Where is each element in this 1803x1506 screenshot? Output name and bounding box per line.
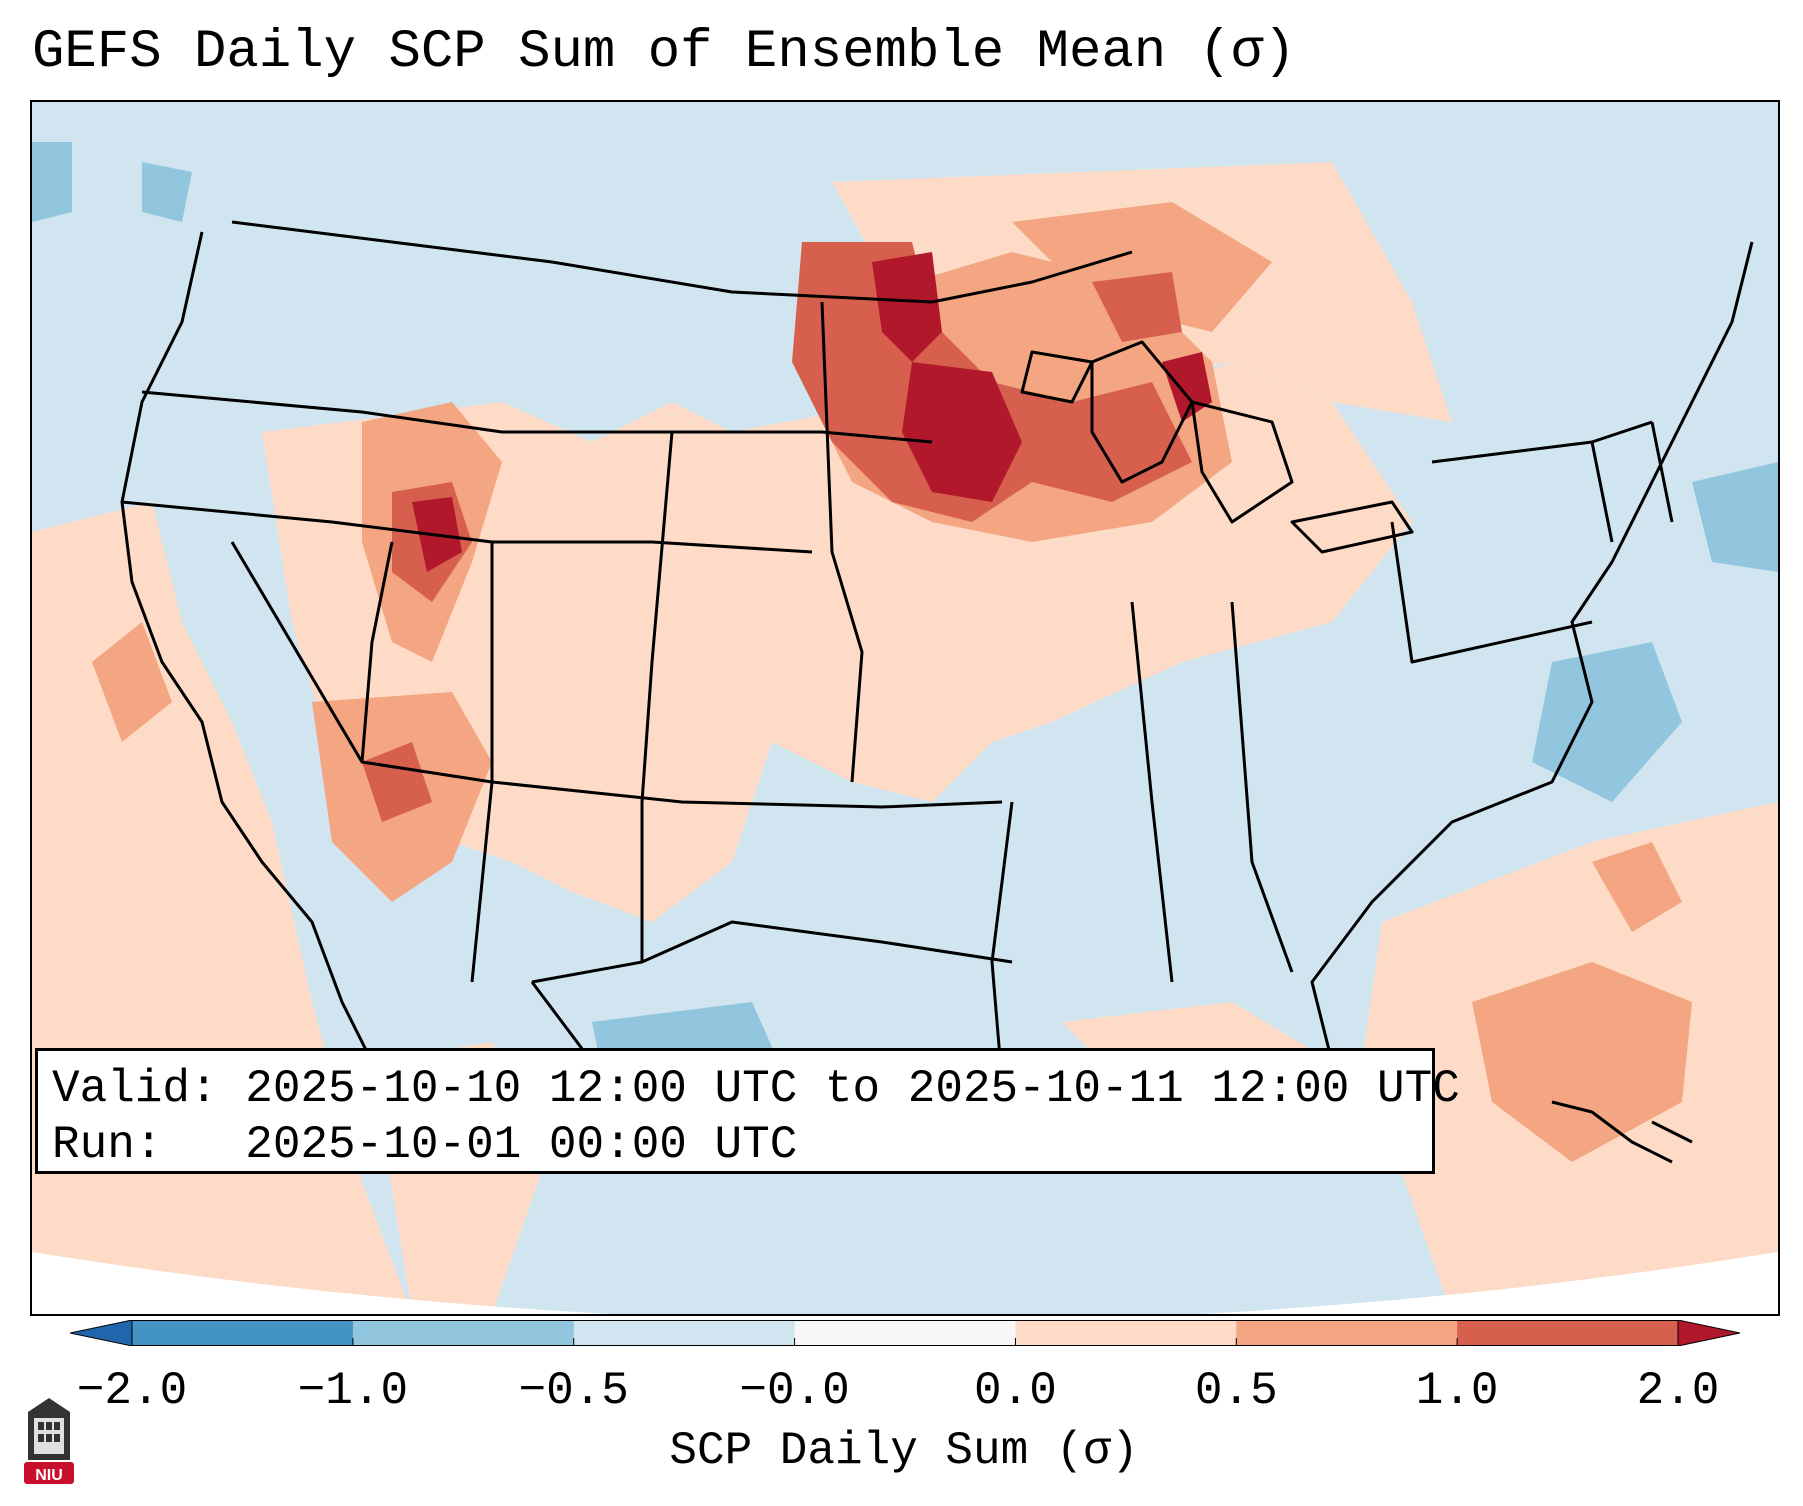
colorbar-extend-low [69, 1319, 133, 1347]
colorbar-tick-label: 0.0 [974, 1365, 1057, 1417]
colorbar-tick-label: −2.0 [76, 1365, 188, 1417]
colorbar-tick-label: 2.0 [1636, 1365, 1720, 1417]
colorbar-outline [131, 1320, 1679, 1346]
colorbar-bin [1457, 1320, 1679, 1346]
colorbar-bin [132, 1320, 354, 1346]
niu-logo: NIU [20, 1392, 78, 1488]
colorbar-bin [352, 1320, 575, 1346]
colorbar-tick-label: −0.0 [739, 1365, 850, 1417]
colorbar-tick-label: 0.5 [1194, 1365, 1278, 1417]
colorbar-svg [69, 1319, 1741, 1347]
logo-text: NIU [35, 1467, 63, 1484]
colorbar-tick-label: 1.0 [1415, 1365, 1499, 1417]
colorbar-tick-label: −0.5 [518, 1365, 629, 1417]
colorbar-extend-high [1677, 1319, 1741, 1347]
run-time-text: Run: 2025-10-01 00:00 UTC [52, 1119, 798, 1171]
valid-time-text: Valid: 2025-10-10 12:00 UTC to 2025-10-1… [52, 1063, 1460, 1115]
colorbar-tick-label: −1.0 [297, 1365, 409, 1417]
colorbar-bin [1015, 1320, 1237, 1346]
colorbar [69, 1319, 1741, 1347]
boundaries [120, 220, 1754, 1164]
colorbar-bin [794, 1320, 1016, 1346]
colorbar-label: SCP Daily Sum (σ) [669, 1425, 1139, 1477]
projection-edge [32, 1252, 1778, 1314]
extreme-positive-areas [412, 252, 1212, 572]
chart-title: GEFS Daily SCP Sum of Ensemble Mean (σ) [32, 22, 1296, 83]
university-tower-icon: NIU [24, 1398, 74, 1484]
valid-run-info-box: Valid: 2025-10-10 12:00 UTC to 2025-10-1… [35, 1048, 1460, 1174]
colorbar-bin [1236, 1320, 1458, 1346]
colorbar-bin [573, 1320, 796, 1346]
